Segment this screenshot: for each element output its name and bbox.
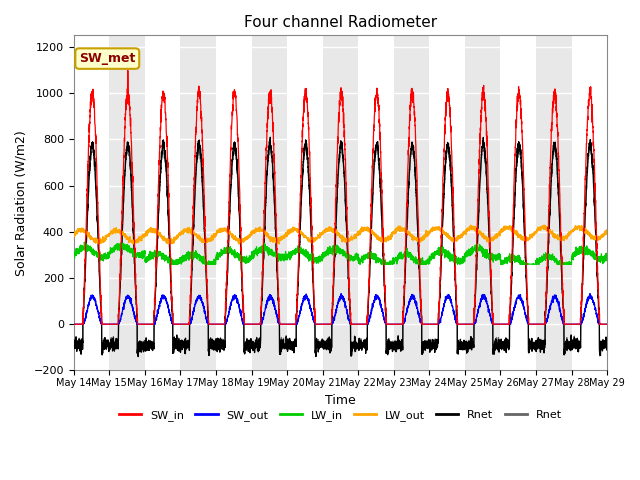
Y-axis label: Solar Radiation (W/m2): Solar Radiation (W/m2)	[15, 130, 28, 276]
X-axis label: Time: Time	[325, 394, 356, 407]
Bar	[323, 36, 358, 371]
Title: Four channel Radiometer: Four channel Radiometer	[244, 15, 437, 30]
Text: SW_met: SW_met	[79, 52, 136, 65]
Bar	[109, 36, 145, 371]
Bar	[252, 36, 287, 371]
Bar	[465, 36, 500, 371]
Legend: SW_in, SW_out, LW_in, LW_out, Rnet, Rnet: SW_in, SW_out, LW_in, LW_out, Rnet, Rnet	[115, 406, 566, 425]
Bar	[180, 36, 216, 371]
Bar	[536, 36, 572, 371]
Bar	[394, 36, 429, 371]
